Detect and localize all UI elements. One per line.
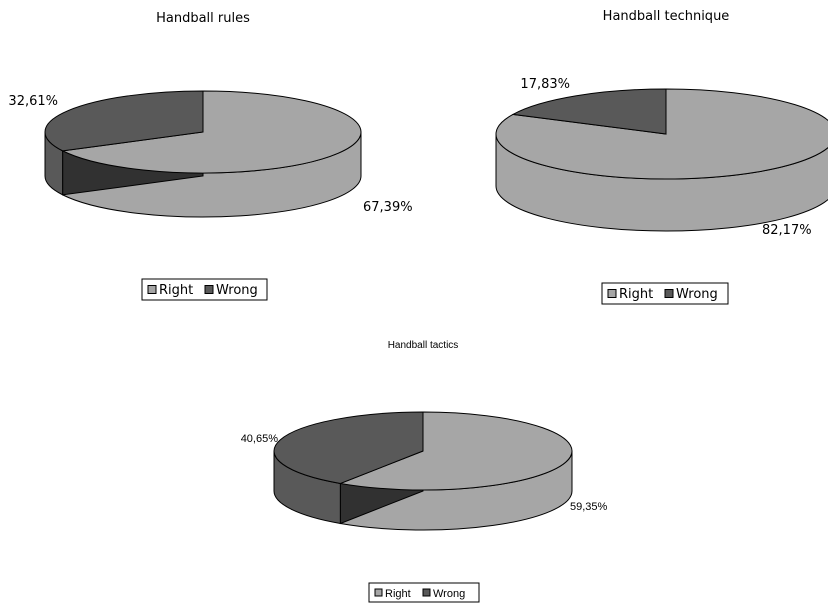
pie-3-data-label-right: 59,35% <box>570 501 608 513</box>
pie-1-slice-wrong <box>44 90 204 152</box>
legend-label-right: Right <box>385 588 411 600</box>
pie-2-data-label-right: 82,17% <box>762 223 812 238</box>
pie-3-slice-right <box>338 411 573 491</box>
legend-label-wrong: Wrong <box>216 283 258 298</box>
pie-3-legend: Right Wrong <box>368 582 480 603</box>
pie-1-slice-right <box>61 90 362 174</box>
pie-chart-3: Handball tactics 59,35% 40,65% Right Wrong <box>241 340 608 603</box>
pie-3-data-label-wrong: 40,65% <box>241 433 279 445</box>
pie-3-title: Handball tactics <box>388 340 459 351</box>
legend-swatch-right <box>607 289 617 298</box>
legend-swatch-wrong <box>204 285 214 294</box>
legend-swatch-wrong <box>422 588 431 597</box>
pie-3-slice-wrong <box>273 411 424 484</box>
pie-chart-1: Handball rules 67,39% 32,61% Right Wrong <box>8 11 413 301</box>
pie-1-title: Handball rules <box>156 11 250 26</box>
legend-label-wrong: Wrong <box>676 287 718 302</box>
legend-swatch-right <box>147 285 157 294</box>
legend-swatch-right <box>374 588 383 597</box>
pie-2-data-label-wrong: 17,83% <box>520 77 570 92</box>
pie-1-data-label-wrong: 32,61% <box>8 94 58 109</box>
pie-2-legend: Right Wrong <box>601 282 729 305</box>
legend-label-wrong: Wrong <box>433 588 465 600</box>
pie-1-legend: Right Wrong <box>141 278 268 301</box>
legend-label-right: Right <box>619 287 653 302</box>
legend-swatch-wrong <box>664 289 674 298</box>
pie-1-data-label-right: 67,39% <box>363 200 413 215</box>
pie-chart-2: Handball technique 82,17% 17,83% Right Wrong <box>495 9 828 305</box>
pie-2-slice-right <box>495 88 828 180</box>
pie-2-slice-wrong <box>511 88 667 135</box>
legend-label-right: Right <box>159 283 193 298</box>
pie-2-title: Handball technique <box>603 9 730 24</box>
